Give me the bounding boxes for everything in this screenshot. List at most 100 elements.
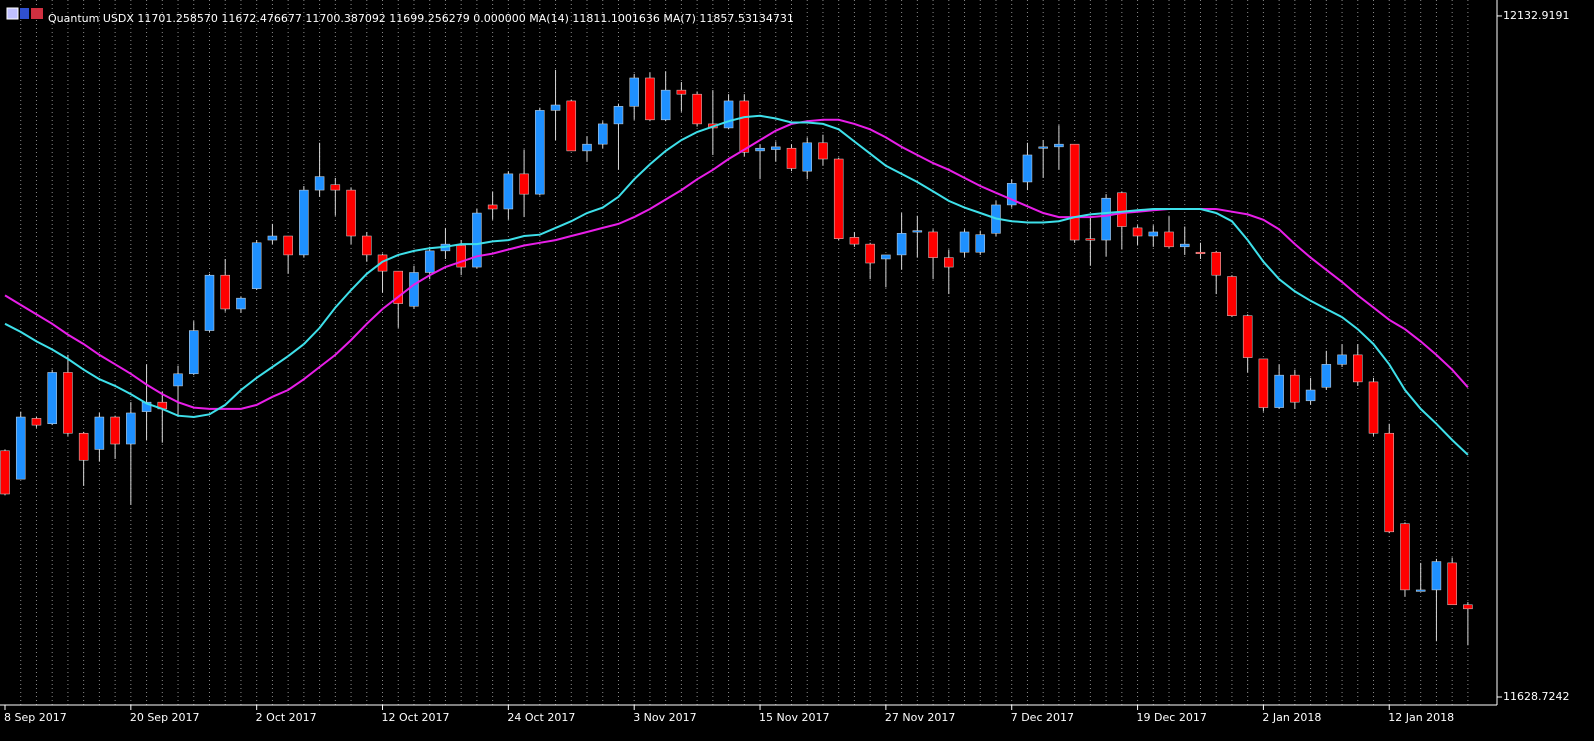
candle-body	[613, 106, 624, 125]
candle-body	[0, 450, 10, 495]
x-tick-label: 8 Sep 2017	[4, 711, 67, 724]
candle-body	[1463, 604, 1473, 610]
candle-body	[944, 257, 954, 268]
candle-body	[487, 204, 498, 210]
candle-body	[582, 143, 592, 152]
candle-body	[362, 235, 372, 256]
candle-body	[771, 146, 781, 150]
candle-body	[173, 373, 183, 387]
candle-body	[1305, 389, 1316, 402]
candle-body	[314, 176, 325, 191]
candle-body	[1164, 231, 1174, 248]
candle-body	[472, 212, 482, 268]
x-tick-label: 15 Nov 2017	[759, 711, 829, 724]
candle-body	[896, 233, 907, 256]
candle-body	[865, 243, 875, 264]
y-tick-label: 12132.9191	[1503, 9, 1569, 22]
candle-body	[912, 230, 923, 233]
candle-body	[1227, 276, 1237, 316]
candle-body	[1431, 561, 1442, 591]
candle-body	[283, 235, 293, 256]
candle-body	[975, 234, 986, 253]
candle-body	[456, 245, 466, 268]
candle-body	[1006, 183, 1017, 206]
candle-body	[566, 100, 577, 152]
candle-body	[1054, 143, 1064, 148]
symbol-icon	[6, 7, 43, 20]
chart-title: Quantum USDX 11701.258570 11672.476677 1…	[48, 12, 794, 25]
candle-body	[1353, 354, 1363, 383]
candle-body	[1258, 358, 1269, 408]
candle-body	[660, 89, 671, 121]
icon-part	[31, 8, 43, 19]
candle-body	[220, 274, 230, 310]
candle-body	[47, 372, 57, 425]
moving-average-line	[4, 118, 1469, 410]
candle-body	[739, 100, 750, 153]
candle-body	[802, 142, 812, 172]
candle-body	[597, 123, 608, 145]
x-tick-label: 27 Nov 2017	[885, 711, 955, 724]
candle-body	[1022, 154, 1033, 183]
candle-body	[1132, 227, 1143, 237]
candle-body	[755, 147, 765, 152]
candle-body	[1211, 251, 1221, 276]
candle-body	[126, 412, 136, 445]
x-tick-label: 20 Sep 2017	[130, 711, 200, 724]
x-tick-label: 24 Oct 2017	[507, 711, 575, 724]
candle-body	[833, 158, 844, 239]
candle-body	[1180, 243, 1190, 248]
x-tick-label: 2 Oct 2017	[256, 711, 317, 724]
x-tick-label: 19 Dec 2017	[1137, 711, 1207, 724]
candle-body	[236, 297, 246, 310]
x-tick-label: 12 Jan 2018	[1388, 711, 1454, 724]
candle-body	[377, 254, 388, 272]
moving-average-line	[4, 114, 1469, 456]
candle-body	[78, 432, 89, 461]
candle-body	[629, 77, 639, 107]
candle-body	[1069, 143, 1080, 241]
x-tick-label: 3 Nov 2017	[633, 711, 696, 724]
candle-body	[1038, 146, 1048, 149]
candle-body	[818, 142, 828, 160]
candle-body	[141, 401, 152, 412]
candle-body	[1290, 374, 1300, 403]
candle-body	[959, 231, 970, 253]
icon-part	[20, 8, 29, 19]
candle-body	[251, 242, 262, 289]
candle-body	[1117, 192, 1127, 227]
candle-body	[299, 189, 309, 256]
candle-body	[346, 189, 356, 237]
candle-body	[503, 173, 514, 210]
candle-body	[1415, 589, 1426, 592]
candle-body	[692, 93, 702, 125]
candle-body	[1101, 197, 1111, 241]
candle-body	[110, 416, 120, 445]
candle-body	[409, 272, 419, 307]
candle-body	[393, 270, 403, 304]
candle-body	[267, 235, 278, 241]
candle-body	[1274, 374, 1284, 408]
candle-body	[676, 89, 687, 95]
candle-body	[928, 231, 938, 258]
candle-body	[424, 250, 435, 273]
candle-body	[1242, 315, 1253, 358]
candle-body	[15, 416, 26, 480]
icon-part	[6, 7, 19, 20]
candle-body	[63, 372, 73, 434]
candle-body	[849, 237, 860, 245]
candle-body	[31, 418, 42, 426]
candle-body	[786, 147, 797, 169]
candle-body	[881, 254, 891, 260]
candle-body	[1384, 432, 1394, 533]
candle-body	[1195, 251, 1206, 254]
x-tick-label: 2 Jan 2018	[1262, 711, 1321, 724]
x-tick-label: 12 Oct 2017	[382, 711, 450, 724]
y-tick-label: 11628.7242	[1503, 690, 1569, 703]
candle-body	[1400, 523, 1410, 591]
candle-body	[723, 100, 734, 129]
candle-body	[204, 274, 215, 331]
candle-body	[94, 416, 105, 450]
